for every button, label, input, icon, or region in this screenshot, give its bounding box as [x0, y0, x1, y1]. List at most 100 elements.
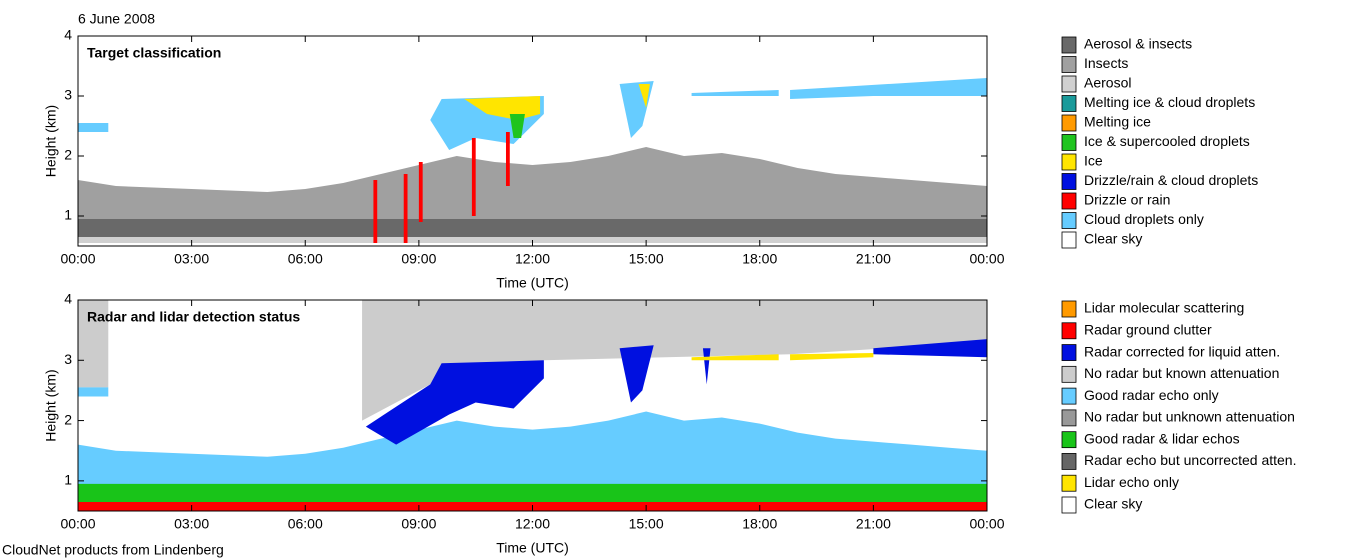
legend-swatch — [1061, 173, 1077, 190]
legend-swatch — [1061, 387, 1077, 405]
legend-label: Radar corrected for liquid atten. — [1084, 343, 1280, 359]
legend-label: Clear sky — [1084, 496, 1142, 512]
x-tick-label: 06:00 — [288, 516, 323, 532]
footer: CloudNet products from Lindenberg — [2, 542, 224, 558]
x-tick-label: 12:00 — [515, 516, 550, 532]
y-tick-label: 2 — [64, 411, 72, 427]
legend-label: Clear sky — [1084, 231, 1142, 247]
y-axis-label: Height (km) — [43, 105, 59, 177]
field-region — [790, 353, 874, 361]
legend-swatch — [1061, 231, 1077, 249]
field-region — [78, 147, 987, 228]
legend-label: Aerosol & insects — [1084, 36, 1192, 52]
field-region — [873, 339, 987, 358]
field-region — [418, 162, 423, 222]
field-region — [362, 300, 987, 421]
y-axis-label: Height (km) — [43, 369, 59, 441]
legend-swatch — [1061, 453, 1077, 470]
legend-label: Ice & supercooled droplets — [1084, 133, 1250, 149]
x-tick-label: 03:00 — [174, 516, 209, 532]
x-tick-label: 15:00 — [629, 516, 664, 532]
field-region — [471, 138, 476, 216]
x-tick-label: 12:00 — [515, 251, 550, 267]
x-tick-label: 00:00 — [969, 516, 1004, 532]
legend-label: Lidar echo only — [1084, 474, 1179, 490]
legend-swatch — [1061, 134, 1077, 151]
legend-swatch — [1061, 344, 1077, 361]
legend-swatch — [1061, 212, 1077, 229]
x-tick-label: 18:00 — [742, 251, 777, 267]
field-region — [365, 360, 544, 445]
legend-label: No radar but unknown attenuation — [1084, 409, 1295, 425]
y-tick-label: 3 — [64, 351, 72, 367]
field — [78, 78, 987, 243]
legend-swatch — [1061, 496, 1077, 514]
legend-swatch — [1061, 95, 1077, 112]
legend-label: Melting ice & cloud droplets — [1084, 94, 1255, 110]
legend-swatch — [1061, 474, 1077, 492]
legend-swatch — [1061, 322, 1077, 340]
legend-swatch — [1061, 192, 1077, 210]
field-region — [78, 219, 987, 237]
plot-title: Radar and lidar detection status — [87, 309, 300, 325]
y-tick-label: 1 — [64, 472, 72, 488]
x-tick-label: 00:00 — [969, 251, 1004, 267]
legend-swatch — [1061, 365, 1077, 383]
legend-label: Good radar echo only — [1084, 387, 1219, 403]
field-region — [638, 84, 650, 108]
legend-swatch — [1061, 114, 1077, 132]
field-region — [691, 90, 779, 96]
field-region — [373, 180, 378, 243]
x-tick-label: 21:00 — [856, 516, 891, 532]
field-region — [78, 300, 109, 388]
field-region — [403, 174, 408, 243]
legend-label: Melting ice — [1084, 114, 1151, 130]
y-tick-label: 3 — [64, 87, 72, 103]
legend-label: Lidar molecular scattering — [1084, 300, 1244, 316]
legend-label: Radar ground clutter — [1084, 321, 1212, 337]
field-region — [691, 354, 779, 361]
legend-swatch — [1061, 36, 1077, 54]
x-tick-label: 00:00 — [60, 251, 95, 267]
field-region — [505, 132, 510, 186]
field-region — [78, 123, 109, 132]
legend-swatch — [1061, 431, 1077, 449]
y-tick-label: 2 — [64, 147, 72, 163]
y-tick-label: 4 — [64, 291, 72, 307]
legend-label: Drizzle or rain — [1084, 192, 1170, 208]
legend-swatch — [1061, 56, 1077, 73]
legend-label: No radar but known attenuation — [1084, 365, 1279, 381]
y-tick-label: 4 — [64, 27, 72, 43]
legend-label: Ice — [1084, 153, 1103, 169]
x-axis-label: Time (UTC) — [496, 540, 569, 556]
field-region — [78, 411, 987, 493]
field-region — [78, 483, 987, 502]
field-region — [78, 387, 109, 397]
legend-label: Radar echo but uncorrected atten. — [1084, 452, 1296, 468]
x-tick-label: 09:00 — [401, 516, 436, 532]
legend-label: Cloud droplets only — [1084, 211, 1204, 227]
x-tick-label: 21:00 — [856, 251, 891, 267]
legend-swatch — [1061, 75, 1077, 93]
legend-label: Aerosol — [1084, 75, 1131, 91]
plot-title: Target classification — [87, 45, 221, 61]
legend-label: Good radar & lidar echos — [1084, 430, 1240, 446]
legend-label: Insects — [1084, 55, 1128, 71]
x-tick-label: 00:00 — [60, 516, 95, 532]
legend-swatch — [1061, 409, 1077, 427]
date-header: 6 June 2008 — [78, 11, 155, 27]
field — [78, 300, 987, 511]
field-region — [509, 114, 525, 138]
field-region — [790, 78, 987, 99]
legend-label: Drizzle/rain & cloud droplets — [1084, 172, 1258, 188]
legend-swatch — [1061, 300, 1077, 318]
x-tick-label: 09:00 — [401, 251, 436, 267]
x-tick-label: 06:00 — [288, 251, 323, 267]
x-axis-label: Time (UTC) — [496, 275, 569, 291]
legend-swatch — [1061, 153, 1077, 171]
field-region — [619, 345, 654, 403]
x-tick-label: 18:00 — [742, 516, 777, 532]
field-region — [702, 348, 711, 385]
x-tick-label: 03:00 — [174, 251, 209, 267]
